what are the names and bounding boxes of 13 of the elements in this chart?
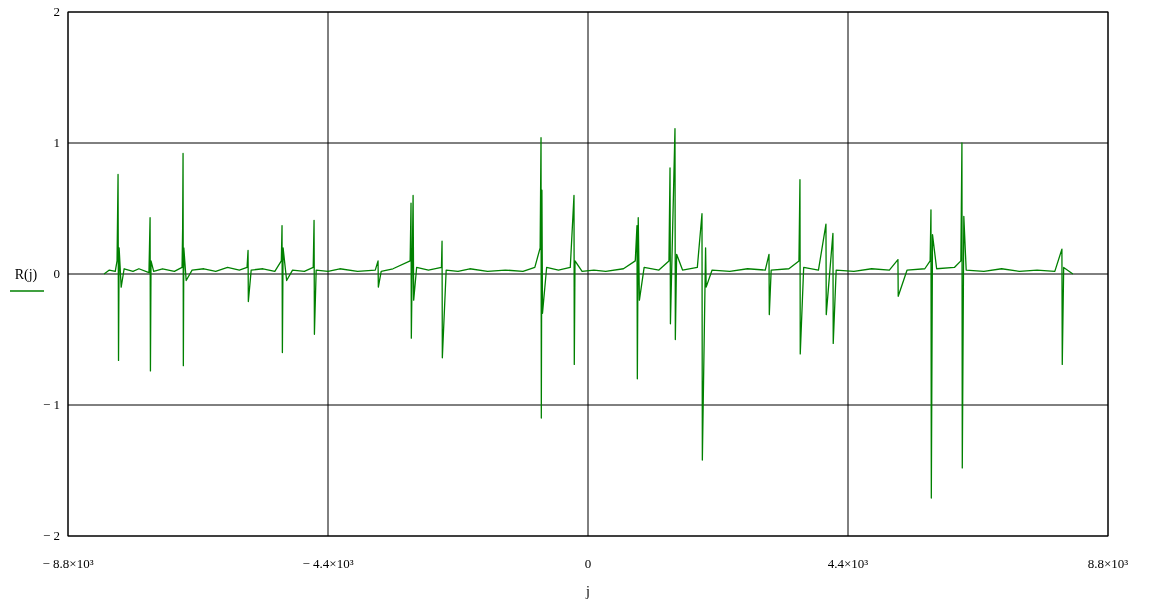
x-tick-label: − 8.8×10³ [42, 556, 94, 571]
x-tick-label: 8.8×10³ [1087, 556, 1129, 571]
line-series [103, 127, 1074, 499]
x-axis-title: j [585, 584, 590, 599]
text: R(j) [14, 267, 38, 283]
x-tick-label: 4.4×10³ [827, 556, 869, 571]
y-tick-label: 2 [53, 4, 60, 19]
y-tick-label: 0 [53, 266, 60, 281]
x-tick-label: − 4.4×10³ [302, 556, 354, 571]
y-tick-label: − 2 [42, 528, 60, 543]
x-tick-label: 0 [584, 556, 592, 571]
y-tick-label: − 1 [42, 397, 60, 412]
y-tick-label: 1 [53, 135, 60, 150]
